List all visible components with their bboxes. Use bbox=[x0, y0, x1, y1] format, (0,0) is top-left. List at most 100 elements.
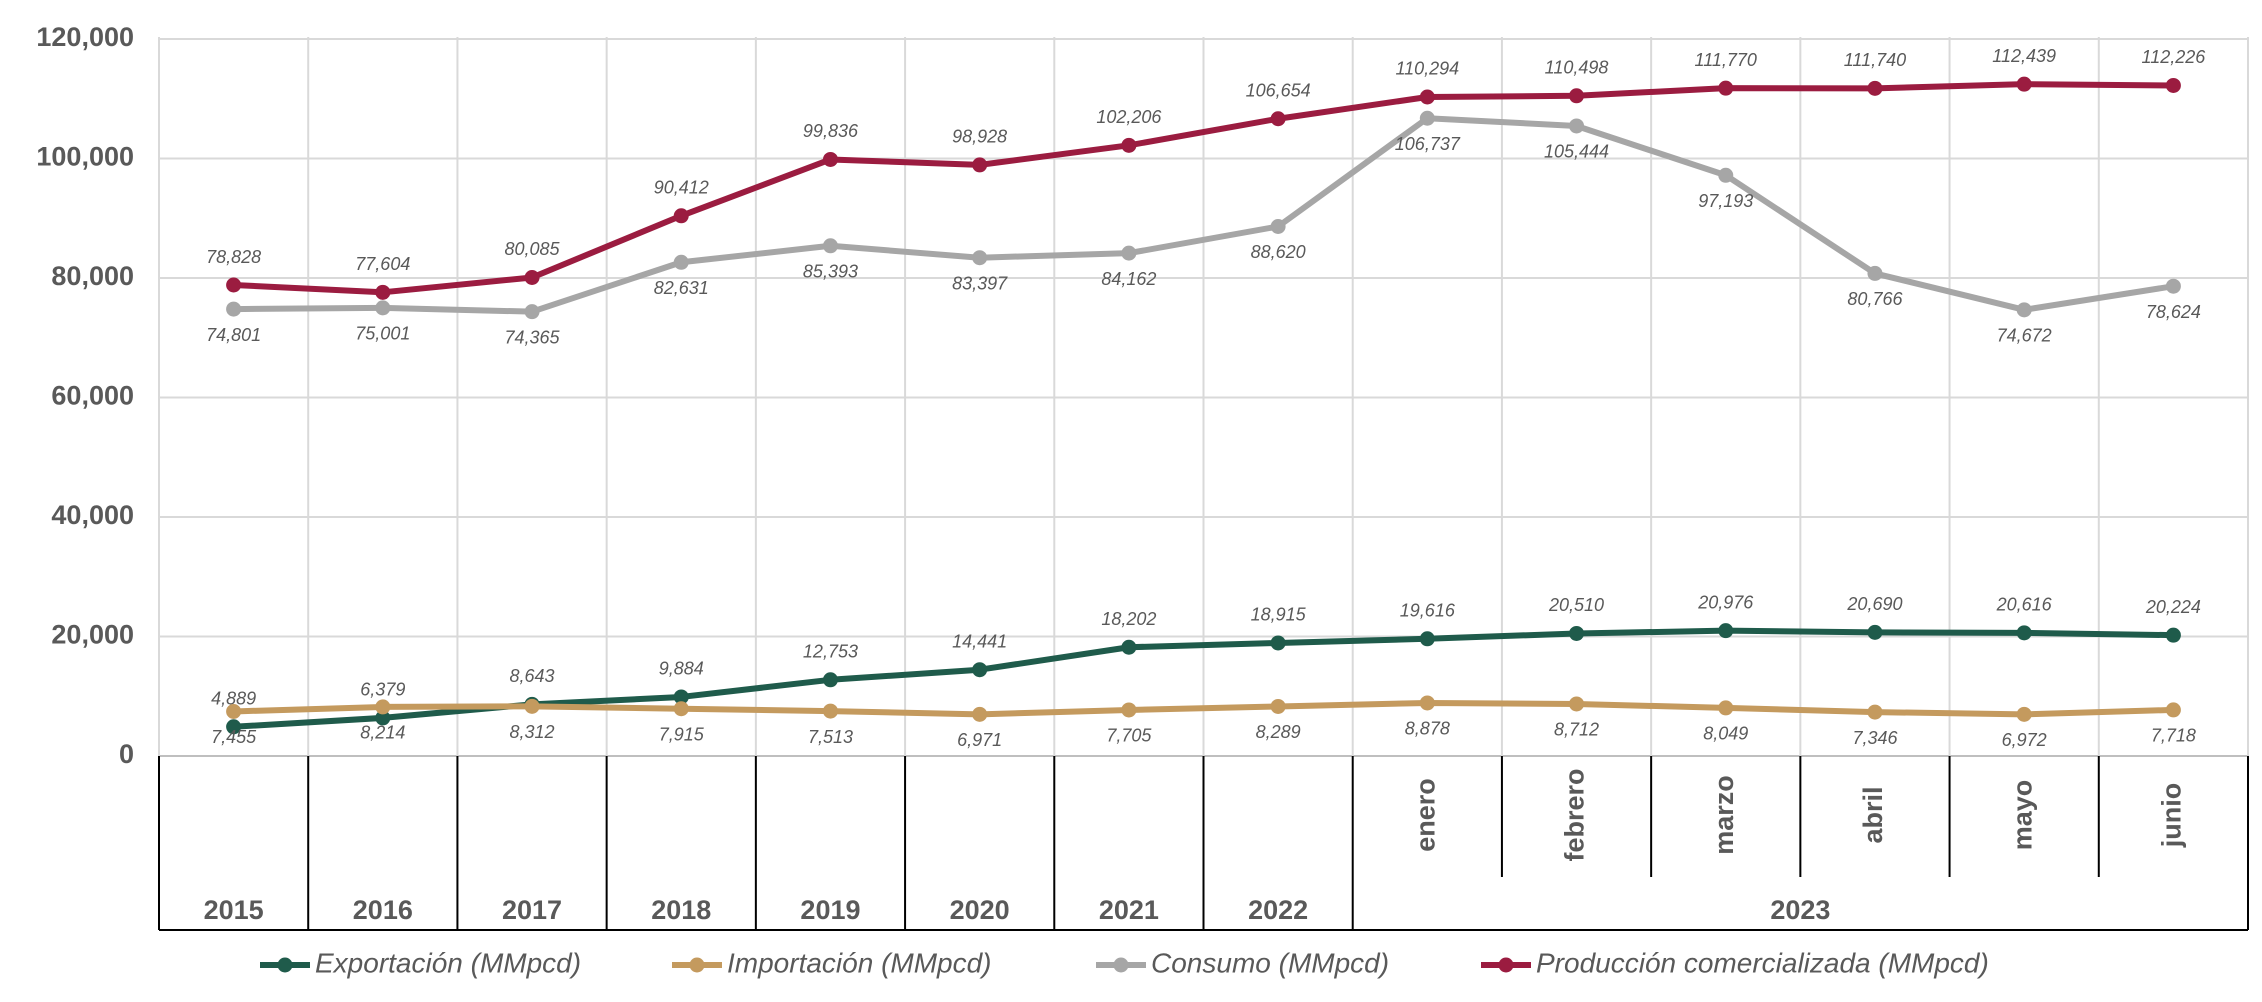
series-point bbox=[2165, 278, 2181, 294]
data-label: 8,312 bbox=[510, 722, 555, 742]
series-point bbox=[822, 238, 838, 254]
data-label: 7,705 bbox=[1106, 726, 1152, 746]
series-point bbox=[822, 703, 838, 719]
x-tick-label: 2022 bbox=[1248, 895, 1308, 925]
y-tick-label: 120,000 bbox=[36, 22, 134, 52]
data-label: 8,214 bbox=[360, 723, 405, 743]
series-point bbox=[1270, 635, 1286, 651]
x-tick-label: 2017 bbox=[502, 895, 562, 925]
data-label: 74,801 bbox=[206, 325, 261, 345]
data-label: 82,631 bbox=[654, 278, 709, 298]
data-label: 77,604 bbox=[355, 254, 410, 274]
data-label: 20,976 bbox=[1697, 592, 1754, 612]
x-tick-label: 2015 bbox=[204, 895, 264, 925]
data-label: 97,193 bbox=[1698, 191, 1753, 211]
legend-label: Producción comercializada (MMpcd) bbox=[1536, 947, 1989, 978]
data-label: 110,294 bbox=[1395, 59, 1459, 79]
data-label: 8,643 bbox=[510, 666, 555, 686]
data-label: 106,737 bbox=[1395, 134, 1461, 154]
series-point bbox=[1569, 696, 1585, 712]
y-tick-label: 20,000 bbox=[51, 620, 134, 650]
series-point bbox=[375, 699, 391, 715]
data-label: 14,441 bbox=[952, 631, 1007, 651]
series-point bbox=[2165, 702, 2181, 718]
series-point bbox=[1270, 218, 1286, 234]
data-label: 83,397 bbox=[952, 273, 1008, 293]
x-tick-label: abril bbox=[1858, 786, 1888, 843]
series-point bbox=[2016, 302, 2032, 318]
series-point bbox=[1569, 625, 1585, 641]
data-label: 20,690 bbox=[1846, 594, 1902, 614]
data-label: 20,224 bbox=[2145, 597, 2201, 617]
series-point bbox=[673, 701, 689, 717]
series-point bbox=[972, 662, 988, 678]
series-point bbox=[524, 269, 540, 285]
data-label: 90,412 bbox=[654, 178, 709, 198]
series-point bbox=[673, 208, 689, 224]
x-tick-label: mayo bbox=[2007, 780, 2037, 851]
legend-swatch-dot bbox=[689, 957, 705, 973]
series-point bbox=[1718, 167, 1734, 183]
data-label: 12,753 bbox=[803, 642, 858, 662]
data-label: 102,206 bbox=[1096, 107, 1162, 127]
series-point bbox=[1121, 137, 1137, 153]
series-point bbox=[2165, 627, 2181, 643]
data-label: 9,884 bbox=[659, 659, 704, 679]
data-label: 7,915 bbox=[659, 724, 705, 744]
series-point bbox=[1419, 110, 1435, 126]
y-tick-label: 0 bbox=[119, 739, 134, 769]
data-label: 8,049 bbox=[1703, 724, 1748, 744]
y-tick-label: 100,000 bbox=[36, 142, 134, 172]
data-label: 7,718 bbox=[2151, 726, 2196, 746]
series-point bbox=[2165, 77, 2181, 93]
series-point bbox=[972, 706, 988, 722]
x-tick-label: enero bbox=[1410, 778, 1440, 852]
series-point bbox=[673, 254, 689, 270]
series-point bbox=[226, 301, 242, 317]
series-point bbox=[226, 277, 242, 293]
series-point bbox=[1867, 80, 1883, 96]
x-tick-label: 2016 bbox=[353, 895, 413, 925]
x-tick-label: marzo bbox=[1709, 775, 1739, 855]
data-label: 78,624 bbox=[2146, 302, 2201, 322]
data-label: 6,972 bbox=[2002, 730, 2047, 750]
data-label: 4,889 bbox=[211, 689, 256, 709]
series-point bbox=[1419, 695, 1435, 711]
series-line bbox=[233, 115, 2174, 315]
series-point bbox=[1718, 700, 1734, 716]
series-point bbox=[2016, 76, 2032, 92]
series-point bbox=[1270, 698, 1286, 714]
y-tick-label: 80,000 bbox=[51, 261, 134, 291]
data-label: 84,162 bbox=[1101, 269, 1156, 289]
series-line bbox=[233, 699, 2174, 718]
data-label: 80,085 bbox=[505, 239, 561, 259]
series-point bbox=[1569, 88, 1585, 104]
data-label: 111,770 bbox=[1695, 50, 1757, 70]
series-point bbox=[524, 698, 540, 714]
x-tick-label: febrero bbox=[1560, 768, 1590, 861]
series-point bbox=[972, 157, 988, 173]
data-label: 74,672 bbox=[1997, 326, 2052, 346]
data-label: 8,878 bbox=[1405, 719, 1450, 739]
x-group-label: 2023 bbox=[1770, 895, 1830, 925]
data-label: 98,928 bbox=[952, 127, 1007, 147]
x-tick-label: 2018 bbox=[651, 895, 711, 925]
data-label: 75,001 bbox=[355, 324, 410, 344]
data-label: 99,836 bbox=[803, 121, 859, 141]
series-point bbox=[972, 250, 988, 266]
data-label: 18,915 bbox=[1251, 605, 1307, 625]
data-label: 7,513 bbox=[808, 727, 853, 747]
series-point bbox=[2016, 625, 2032, 641]
series-point bbox=[524, 304, 540, 320]
x-tick-label: 2021 bbox=[1099, 895, 1159, 925]
data-label: 106,654 bbox=[1246, 80, 1311, 100]
series-point bbox=[375, 284, 391, 300]
legend-label: Consumo (MMpcd) bbox=[1151, 947, 1389, 978]
data-label: 20,616 bbox=[1996, 595, 2053, 615]
data-label: 18,202 bbox=[1101, 609, 1156, 629]
data-label: 110,498 bbox=[1545, 58, 1609, 78]
data-label: 78,828 bbox=[206, 247, 261, 267]
series-point bbox=[2016, 706, 2032, 722]
data-label: 80,766 bbox=[1847, 289, 1903, 309]
series-point bbox=[1419, 631, 1435, 647]
